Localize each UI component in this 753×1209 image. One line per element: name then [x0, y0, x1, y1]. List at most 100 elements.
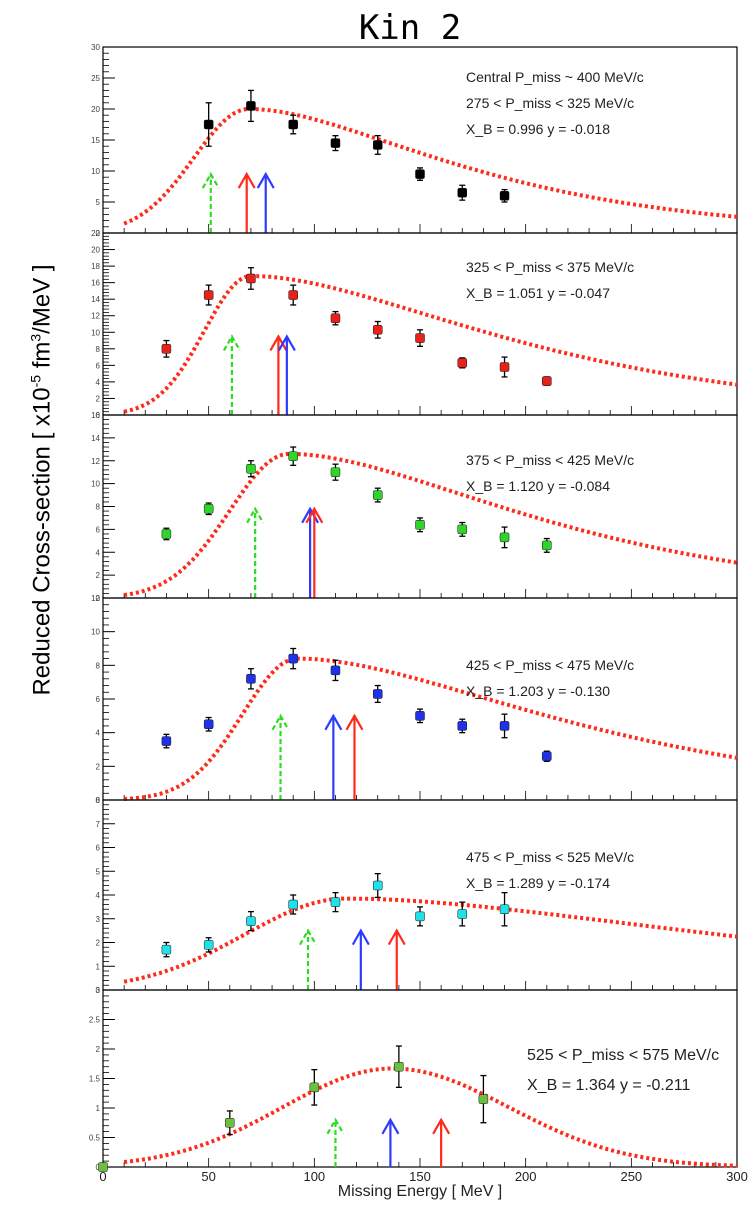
- data-point: [330, 467, 341, 477]
- data-point: [161, 344, 172, 354]
- x-tick-label: 250: [620, 1169, 642, 1184]
- y-tick-label: 4: [96, 891, 101, 900]
- annotation-line: 375 < P_miss < 425 MeV/c: [466, 452, 634, 468]
- annotation-line: X_B = 1.364 y = -0.211: [527, 1077, 690, 1094]
- y-tick-label: 10: [91, 167, 100, 176]
- green-arrow: [246, 506, 265, 598]
- y-tick-label: 10: [91, 480, 100, 489]
- data-point: [309, 1082, 320, 1093]
- blue-arrow-head: [351, 928, 370, 946]
- y-tick-label: 12: [91, 594, 100, 603]
- y-tick-label: 12: [91, 457, 100, 466]
- x-tick-label: 50: [201, 1169, 215, 1184]
- annotation-line: 425 < P_miss < 475 MeV/c: [466, 657, 634, 673]
- data-point: [288, 119, 298, 130]
- red-arrow-head: [305, 506, 324, 524]
- blue-arrow: [301, 506, 320, 598]
- y-tick-label: 2: [96, 571, 101, 580]
- y-tick-label: 2: [96, 939, 101, 948]
- red-arrow-head: [432, 1117, 451, 1135]
- y-tick-label: 2: [96, 1045, 101, 1054]
- blue-arrow-head: [381, 1117, 400, 1135]
- data-point: [203, 119, 214, 130]
- data-point: [372, 490, 383, 500]
- data-point: [542, 751, 552, 761]
- y-tick-label: 5: [96, 198, 101, 207]
- green-arrow-head: [271, 713, 290, 731]
- data-point: [330, 313, 341, 323]
- green-arrow-head: [201, 171, 220, 189]
- y-tick-label: 8: [96, 345, 101, 354]
- panel-frame: [102, 799, 738, 991]
- y-tick-label: 0.5: [89, 1134, 101, 1143]
- x-tick-label: 100: [303, 1169, 325, 1184]
- x-axis-label: Missing Energy [ MeV ]: [337, 1183, 503, 1200]
- y-tick-label: 1.5: [89, 1075, 101, 1084]
- data-point: [330, 897, 341, 907]
- y-tick-label: 0: [96, 1163, 101, 1172]
- fit-curve: [123, 1066, 738, 1168]
- green-arrow: [222, 334, 241, 415]
- y-tick-label: 12: [91, 312, 100, 321]
- data-point: [457, 524, 468, 535]
- y-tick-label: 16: [91, 411, 100, 420]
- data-point: [98, 1162, 108, 1172]
- data-point: [288, 653, 298, 664]
- data-point: [203, 940, 214, 950]
- y-tick-label: 25: [91, 74, 100, 83]
- y-tick-label: 5: [96, 867, 101, 876]
- red-arrow: [387, 928, 406, 990]
- y-tick-label: 0: [96, 411, 101, 420]
- y-tick-label: 10: [91, 628, 100, 637]
- panel-2: 0 2 4 6 8 10 12 14 16 18 20 22 325 < P_miss < 375 Me…: [91, 229, 738, 420]
- red-arrow: [305, 506, 324, 598]
- data-point: [542, 540, 552, 551]
- data-point: [203, 290, 214, 300]
- green-arrow: [201, 171, 220, 233]
- y-tick-label: 6: [96, 844, 101, 853]
- blue-arrow: [256, 171, 275, 233]
- data-point: [457, 721, 468, 731]
- data-point: [246, 916, 256, 926]
- data-point: [499, 532, 510, 543]
- blue-arrow-head: [324, 713, 343, 731]
- y-tick-label: 2: [96, 394, 101, 403]
- y-tick-label: 0: [96, 594, 101, 603]
- red-arrow: [432, 1117, 451, 1167]
- y-tick-label: 0: [96, 796, 101, 805]
- annotation-line: Central P_miss ~ 400 MeV/c: [466, 69, 644, 85]
- red-arrow-head: [345, 713, 364, 731]
- panel-5: 0 1 2 3 4 5 6 7 8 475 < P_miss < 525 MeV/c X_B = 1…: [96, 796, 738, 995]
- y-tick-label: 30: [91, 43, 100, 52]
- y-tick-label: 4: [96, 729, 101, 738]
- data-point: [499, 191, 510, 201]
- y-tick-label: 8: [96, 503, 101, 512]
- y-tick-label: 22: [91, 229, 100, 238]
- annotation-line: X_B = 1.051 y = -0.047: [466, 285, 610, 301]
- annotation-line: 525 < P_miss < 575 MeV/c: [527, 1047, 719, 1064]
- panel-frame: [102, 414, 738, 599]
- red-arrow: [269, 334, 288, 415]
- y-tick-label: 6: [96, 361, 101, 370]
- red-arrow-head: [269, 334, 288, 351]
- red-arrow: [237, 171, 256, 233]
- blue-arrow-head: [256, 171, 275, 189]
- data-point: [288, 451, 298, 461]
- green-arrow-head: [246, 506, 265, 524]
- data-point: [372, 325, 383, 335]
- chart-title: Kin 2: [358, 8, 462, 48]
- red-arrow-head: [237, 171, 256, 189]
- data-point: [288, 290, 298, 300]
- panel-frame: [102, 232, 738, 416]
- green-arrow-head: [222, 334, 241, 351]
- y-tick-label: 0: [96, 229, 101, 238]
- green-arrow: [299, 928, 317, 990]
- data-point: [330, 665, 341, 676]
- data-point: [161, 736, 172, 746]
- y-tick-label: 1: [96, 1104, 101, 1113]
- blue-arrow-head: [301, 506, 320, 524]
- blue-arrow-head: [277, 334, 296, 351]
- data-point: [372, 880, 383, 891]
- panel-6: 0 0.5 1 1.5 2 2.5 3 525 < P_miss < 575 MeV/c X_B…: [89, 986, 738, 1172]
- data-point: [499, 362, 510, 372]
